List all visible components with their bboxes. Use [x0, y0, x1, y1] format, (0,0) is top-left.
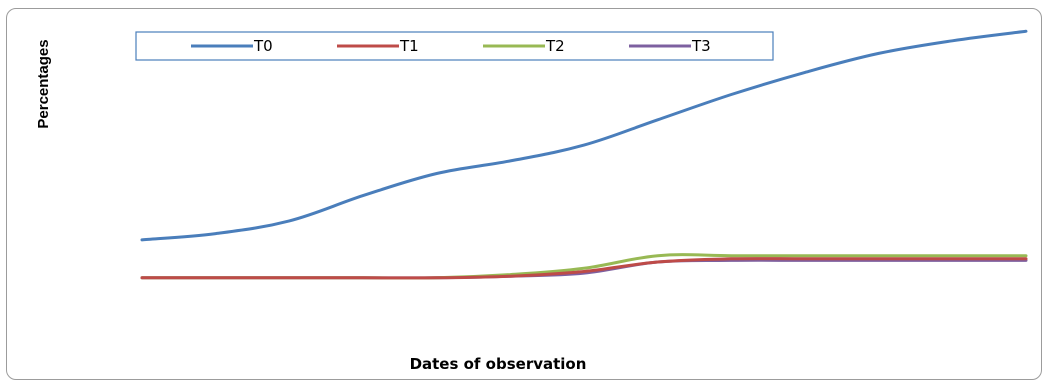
series-line-t1: [140, 257, 1028, 280]
legend-label-t2: T2: [545, 37, 565, 55]
legend: T0 T1 T2 T3: [135, 31, 774, 61]
legend-label-t0: T0: [253, 37, 273, 55]
y-axis-label: Percentages: [35, 39, 52, 128]
x-axis-label: Dates of observation: [410, 355, 587, 373]
legend-label-t3: T3: [691, 37, 711, 55]
series-line-t0: [140, 29, 1028, 242]
series-lines: [140, 29, 1028, 280]
chart-frame: [6, 8, 1042, 380]
legend-label-t1: T1: [399, 37, 419, 55]
